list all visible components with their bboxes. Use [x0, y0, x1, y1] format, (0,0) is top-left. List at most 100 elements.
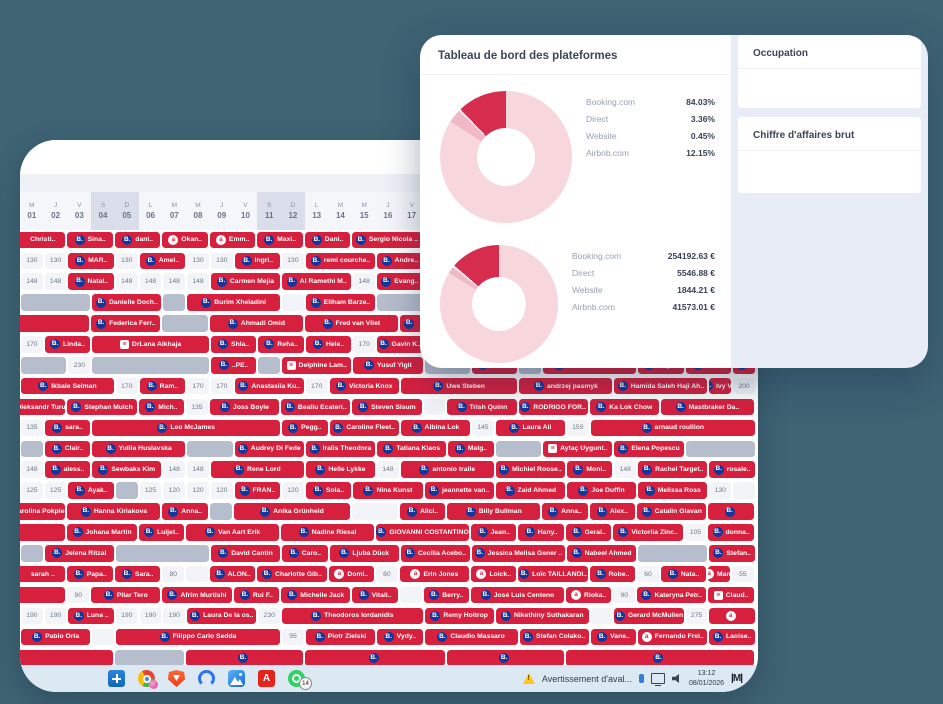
reservation-bar[interactable]: B. Ikbale Selman: [21, 377, 114, 395]
reservation-bar[interactable]: B. Nadine Riesal: [281, 524, 375, 541]
reservation-bar[interactable]: B. Evang..: [377, 273, 423, 290]
reservation-bar[interactable]: B. Laoise..: [709, 628, 755, 646]
store-icon[interactable]: [108, 670, 125, 687]
reservation-bar[interactable]: B.: [186, 649, 303, 665]
reservation-bar[interactable]: B. David Cantin: [210, 545, 281, 562]
reservation-bar[interactable]: B. Vane..: [590, 628, 637, 646]
reservation-bar[interactable]: B. Cecilia Acebo..: [400, 545, 471, 562]
rate-cell[interactable]: 148: [614, 461, 637, 478]
reservation-bar[interactable]: B. Joss Boyle: [209, 398, 280, 416]
reservation-bar[interactable]: B.: [708, 503, 754, 520]
reservation-bar[interactable]: B. Michiel Roose..: [495, 461, 565, 478]
reservation-bar[interactable]: B. ALON..: [209, 565, 256, 583]
rate-cell[interactable]: 190: [21, 607, 43, 625]
reservation-bar[interactable]: B. Eliham Barze..: [305, 294, 376, 311]
reservation-bar[interactable]: B. Robe..: [589, 565, 636, 583]
reservation-bar[interactable]: B. Natal..: [68, 273, 114, 290]
reservation-bar[interactable]: B. Billy Bullman: [447, 503, 541, 520]
reservation-bar[interactable]: B. Anna..: [542, 503, 588, 520]
reservation-bar[interactable]: B. Moni..: [566, 461, 613, 478]
reservation-bar[interactable]: B. Jelena Ritzal: [44, 545, 114, 562]
reservation-bar[interactable]: B. Linda..: [44, 336, 91, 353]
reservation-bar[interactable]: B. Alici..: [399, 503, 446, 520]
reservation-bar[interactable]: B. Carmen Mejia: [210, 273, 281, 290]
reservation-bar[interactable]: [20, 586, 66, 604]
reservation-bar[interactable]: B. Mastbraker Da..: [660, 398, 754, 416]
rate-cell[interactable]: 170: [115, 377, 138, 395]
reservation-bar[interactable]: B. Yusuf Yigit: [353, 357, 423, 374]
rate-cell[interactable]: 60: [376, 565, 398, 583]
speaker-icon[interactable]: [671, 674, 679, 683]
reservation-bar[interactable]: B. Afrim Murtishi: [162, 586, 232, 604]
reservation-bar[interactable]: B. Nina Kunst: [353, 482, 423, 499]
reservation-bar[interactable]: B. Iralis Theodora: [305, 440, 376, 458]
reservation-bar[interactable]: B. Gavin K..: [377, 336, 423, 353]
rate-cell[interactable]: 190: [115, 607, 138, 625]
reservation-bar[interactable]: B. antonio tralle: [400, 461, 494, 478]
reservation-bar[interactable]: B. Bealiu Ecateri..: [281, 398, 351, 416]
reservation-bar[interactable]: B. Yuliia Huslavska: [92, 440, 186, 458]
rate-cell[interactable]: 130: [709, 482, 732, 499]
warning-icon[interactable]: [522, 673, 535, 684]
reservation-bar[interactable]: B. Ahmadi Omid: [209, 315, 303, 332]
reservation-bar[interactable]: B. Trish Quinn: [447, 398, 517, 416]
reservation-bar[interactable]: ≡ DrLana Alkhaja: [92, 336, 209, 353]
reservation-bar[interactable]: B. Van Aart Erik: [186, 524, 280, 541]
reservation-bar[interactable]: B. Dani..: [304, 231, 351, 249]
reservation-bar[interactable]: B. RODRIGO FOR..: [518, 398, 588, 416]
reservation-bar[interactable]: B. Luijet..: [138, 524, 185, 541]
rate-cell[interactable]: 170: [353, 336, 376, 353]
rate-cell[interactable]: 80: [162, 565, 185, 583]
reservation-bar[interactable]: ≡ Aytaç Uygunt..: [543, 440, 613, 458]
rate-cell[interactable]: 148: [44, 273, 67, 290]
reservation-bar[interactable]: Oleksandr Turuk: [20, 398, 66, 416]
reservation-bar[interactable]: B. Stefan Colako..: [519, 628, 589, 646]
reservation-bar[interactable]: B. MAR..: [68, 252, 114, 270]
reservation-bar[interactable]: Christi..: [20, 231, 66, 249]
reservation-bar[interactable]: B. Helle Lykke: [305, 461, 376, 478]
rate-cell[interactable]: 105: [684, 524, 707, 541]
rate-cell[interactable]: 130: [44, 252, 67, 270]
reservation-bar[interactable]: B. Rene Lord: [210, 461, 304, 478]
reservation-bar[interactable]: B. Jessica Melisa Gener ..: [472, 545, 565, 562]
reservation-bar[interactable]: B. Ingri..: [234, 252, 281, 270]
reservation-bar[interactable]: B. Ayak..: [68, 482, 114, 499]
reservation-bar[interactable]: B. Albina Lok: [400, 419, 471, 437]
reservation-bar[interactable]: B. Sola..: [305, 482, 352, 499]
reservation-bar[interactable]: B.: [399, 315, 422, 332]
rate-cell[interactable]: 130: [21, 252, 43, 270]
reservation-bar[interactable]: Karolina Pokpiech: [20, 503, 66, 520]
reservation-bar[interactable]: B. Luna ..: [68, 607, 114, 625]
reservation-bar[interactable]: B. Zaid Ahmed: [495, 482, 565, 499]
reservation-bar[interactable]: B. Nata..: [660, 565, 707, 583]
rate-cell[interactable]: 120: [210, 482, 233, 499]
reservation-bar[interactable]: B. Caro..: [282, 545, 328, 562]
reservation-bar[interactable]: B. Anna..: [162, 503, 208, 520]
rate-cell[interactable]: 120: [163, 482, 186, 499]
reservation-bar[interactable]: B. Piotr Zielski: [305, 628, 376, 646]
chrome-icon[interactable]: [138, 670, 158, 689]
reservation-bar[interactable]: B. Clair..: [44, 440, 91, 458]
reservation-bar[interactable]: B. Melissa Ross: [638, 482, 708, 499]
rate-cell[interactable]: 170: [21, 336, 43, 353]
reservation-bar[interactable]: B. Remy Holtrop: [424, 607, 494, 625]
reservation-bar[interactable]: B. Sewbaks Kim: [92, 461, 162, 478]
rate-cell[interactable]: 130: [282, 252, 304, 270]
reservation-bar[interactable]: B. Charlotte Gib..: [257, 565, 327, 583]
rate-cell[interactable]: 230: [68, 357, 91, 374]
rate-cell[interactable]: 125: [21, 482, 43, 499]
reservation-bar[interactable]: B. Jean..: [471, 524, 517, 541]
rate-cell[interactable]: 130: [115, 252, 138, 270]
reservation-bar[interactable]: a: [709, 607, 755, 625]
reservation-bar[interactable]: B. Danielle Doch..: [92, 294, 162, 311]
rate-cell[interactable]: 148: [139, 273, 162, 290]
rate-cell[interactable]: 90: [67, 586, 90, 604]
reservation-bar[interactable]: B. Michelle Jack: [281, 586, 351, 604]
reservation-bar[interactable]: B. Nabeel Ahmed: [566, 545, 637, 562]
rate-cell[interactable]: 148: [353, 273, 376, 290]
reservation-bar[interactable]: B. Tatiana Klaos: [377, 440, 447, 458]
reservation-bar[interactable]: B. sara..: [44, 419, 91, 437]
reservation-bar[interactable]: a Domi..: [328, 565, 375, 583]
whatsapp-icon[interactable]: 14: [288, 670, 312, 690]
reservation-bar[interactable]: B. Anika Grünheid: [233, 503, 351, 520]
